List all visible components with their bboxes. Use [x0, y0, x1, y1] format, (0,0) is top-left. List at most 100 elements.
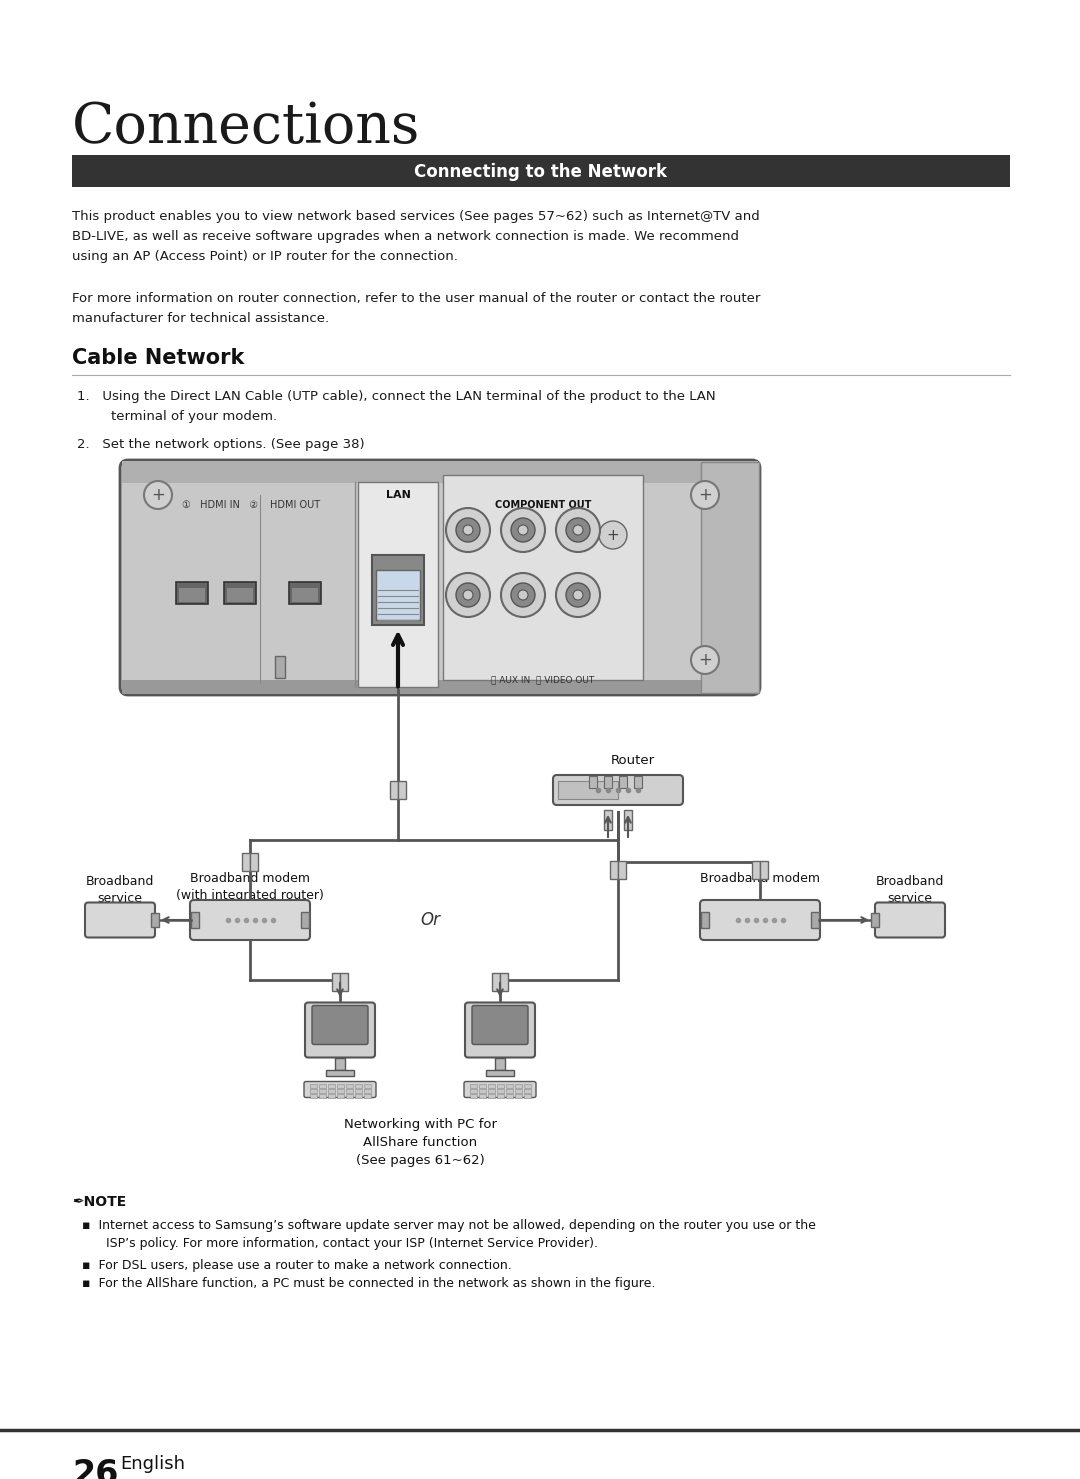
Bar — [505, 1084, 513, 1087]
Bar — [390, 781, 399, 799]
Bar — [701, 913, 708, 927]
Circle shape — [511, 583, 535, 606]
Text: ①   HDMI IN   ②: ① HDMI IN ② — [183, 500, 258, 510]
Text: Broadband modem: Broadband modem — [700, 873, 820, 884]
Text: ▪  For the AllShare function, a PC must be connected in the network as shown in : ▪ For the AllShare function, a PC must b… — [82, 1276, 656, 1290]
Text: 26: 26 — [72, 1458, 119, 1479]
Bar — [470, 1093, 476, 1097]
Bar — [346, 1084, 352, 1087]
Bar — [487, 1084, 495, 1087]
Bar — [335, 1057, 345, 1069]
Bar — [514, 1093, 522, 1097]
Circle shape — [556, 572, 600, 617]
Bar — [337, 1089, 343, 1093]
Bar — [470, 1089, 476, 1093]
Text: Broadband
service: Broadband service — [85, 876, 154, 905]
Bar — [364, 1093, 370, 1097]
Text: HDMI OUT: HDMI OUT — [270, 500, 320, 510]
Bar — [191, 913, 199, 927]
Bar — [618, 861, 626, 879]
Bar — [376, 569, 420, 620]
Bar — [310, 1089, 316, 1093]
Bar — [354, 1093, 362, 1097]
Text: 1.   Using the Direct LAN Cable (UTP cable), connect the LAN terminal of the pro: 1. Using the Direct LAN Cable (UTP cable… — [77, 390, 716, 423]
Circle shape — [501, 507, 545, 552]
Circle shape — [456, 583, 480, 606]
Text: Or: Or — [420, 911, 440, 929]
Bar — [332, 973, 340, 991]
Bar — [319, 1084, 325, 1087]
Bar — [497, 1089, 503, 1093]
Bar — [619, 776, 627, 788]
Bar — [176, 581, 208, 603]
FancyBboxPatch shape — [700, 901, 820, 941]
FancyBboxPatch shape — [85, 902, 156, 938]
Bar — [524, 1093, 530, 1097]
Bar — [478, 1093, 486, 1097]
Bar — [227, 587, 253, 602]
Circle shape — [599, 521, 627, 549]
Bar — [497, 1084, 503, 1087]
FancyBboxPatch shape — [553, 775, 683, 805]
Circle shape — [691, 481, 719, 509]
Bar — [327, 1093, 335, 1097]
Text: +: + — [698, 487, 712, 504]
Circle shape — [501, 572, 545, 617]
Bar — [327, 1084, 335, 1087]
FancyBboxPatch shape — [472, 1006, 528, 1044]
Bar — [275, 657, 285, 677]
Text: Router: Router — [611, 754, 656, 768]
Bar — [340, 973, 348, 991]
Bar — [242, 853, 249, 871]
Bar — [524, 1084, 530, 1087]
Bar — [811, 913, 819, 927]
Circle shape — [144, 481, 172, 509]
Text: Cable Network: Cable Network — [72, 348, 244, 368]
Bar — [604, 776, 612, 788]
Bar — [301, 913, 309, 927]
Bar — [122, 680, 758, 694]
Bar — [478, 1089, 486, 1093]
Circle shape — [446, 507, 490, 552]
Bar — [327, 1089, 335, 1093]
Bar — [319, 1089, 325, 1093]
Text: Broadband modem
(with integrated router): Broadband modem (with integrated router) — [176, 873, 324, 902]
Text: LAN: LAN — [386, 490, 410, 500]
Bar — [337, 1093, 343, 1097]
Bar — [624, 810, 632, 830]
Text: Networking with PC for
AllShare function
(See pages 61~62): Networking with PC for AllShare function… — [343, 1118, 497, 1167]
Bar — [179, 587, 205, 602]
Circle shape — [556, 507, 600, 552]
FancyBboxPatch shape — [312, 1006, 368, 1044]
Circle shape — [463, 525, 473, 535]
Text: English: English — [120, 1455, 185, 1473]
Bar — [346, 1089, 352, 1093]
Circle shape — [518, 525, 528, 535]
FancyBboxPatch shape — [303, 1081, 376, 1097]
Bar — [604, 810, 612, 830]
Text: Connecting to the Network: Connecting to the Network — [415, 163, 667, 180]
Bar — [346, 1093, 352, 1097]
Bar — [558, 781, 618, 799]
Bar — [224, 581, 256, 603]
Text: 2.   Set the network options. (See page 38): 2. Set the network options. (See page 38… — [77, 438, 365, 451]
FancyBboxPatch shape — [190, 901, 310, 941]
Circle shape — [573, 525, 583, 535]
Circle shape — [446, 572, 490, 617]
Circle shape — [566, 583, 590, 606]
Bar — [492, 973, 500, 991]
Bar — [122, 461, 758, 484]
Text: ▪  For DSL users, please use a router to make a network connection.: ▪ For DSL users, please use a router to … — [82, 1259, 512, 1272]
Circle shape — [566, 518, 590, 541]
Bar — [752, 861, 760, 879]
Bar — [486, 1069, 514, 1075]
FancyBboxPatch shape — [465, 1003, 535, 1057]
Bar — [443, 475, 643, 680]
Bar — [470, 1084, 476, 1087]
Bar — [701, 461, 759, 694]
Bar — [372, 555, 424, 624]
Bar — [610, 861, 618, 879]
Bar — [870, 913, 879, 927]
Text: This product enables you to view network based services (See pages 57~62) such a: This product enables you to view network… — [72, 210, 759, 263]
Bar — [354, 1089, 362, 1093]
